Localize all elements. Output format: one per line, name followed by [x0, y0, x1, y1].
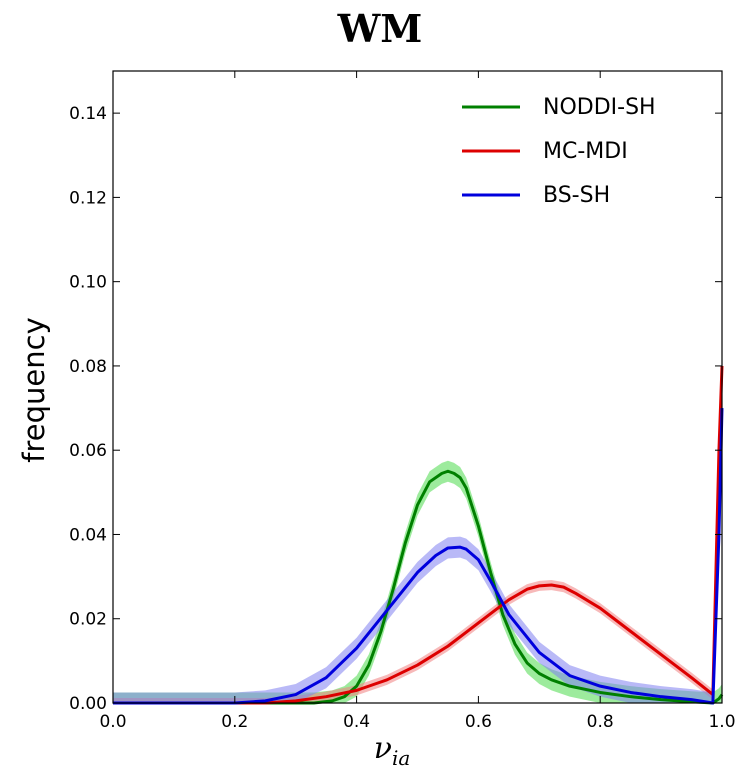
y-tick-label: 0.04: [69, 525, 107, 545]
x-axis-label-symbol: ν: [374, 731, 392, 766]
y-tick-label: 0.14: [69, 104, 107, 124]
y-tick-label: 0.06: [69, 441, 107, 461]
chart-title: WM: [337, 6, 423, 51]
legend-label: NODDI-SH: [543, 95, 656, 120]
y-tick-label: 0.08: [69, 357, 107, 377]
x-tick-label: 0.6: [465, 712, 492, 732]
y-tick-label: 0.12: [69, 188, 107, 208]
legend: NODDI-SH MC-MDI BS-SH: [462, 95, 656, 208]
y-axis-label: frequency: [17, 317, 51, 462]
confidence-band-bs-sh: [113, 397, 722, 703]
x-tick-label: 0.8: [587, 712, 614, 732]
plot-frame: [112, 70, 723, 704]
x-axis-ticks: 0.0 0.2 0.4 0.6 0.8 1.0: [99, 71, 736, 732]
series-line-bs-sh: [113, 408, 724, 705]
x-axis-label-subscript: ia: [392, 746, 410, 770]
x-tick-label: 0.0: [99, 712, 126, 732]
legend-label: MC-MDI: [543, 139, 628, 164]
x-tick-label: 0.2: [221, 712, 248, 732]
y-tick-label: 0.10: [69, 273, 107, 293]
x-axis-label: νia: [374, 731, 411, 770]
confidence-band-mc-mdi: [113, 360, 722, 703]
y-tick-label: 0.02: [69, 610, 107, 630]
series-line-mc-mdi: [113, 365, 724, 705]
y-tick-label: 0.00: [69, 694, 107, 714]
x-tick-label: 0.4: [343, 712, 370, 732]
y-axis-ticks: 0.00 0.02 0.04 0.06 0.08 0.10 0.12 0.14: [69, 104, 722, 714]
legend-label: BS-SH: [543, 183, 610, 208]
x-tick-label: 1.0: [708, 712, 735, 732]
series-lines: [113, 365, 724, 705]
confidence-bands: [113, 360, 722, 703]
series-line-noddi-sh: [113, 469, 724, 705]
